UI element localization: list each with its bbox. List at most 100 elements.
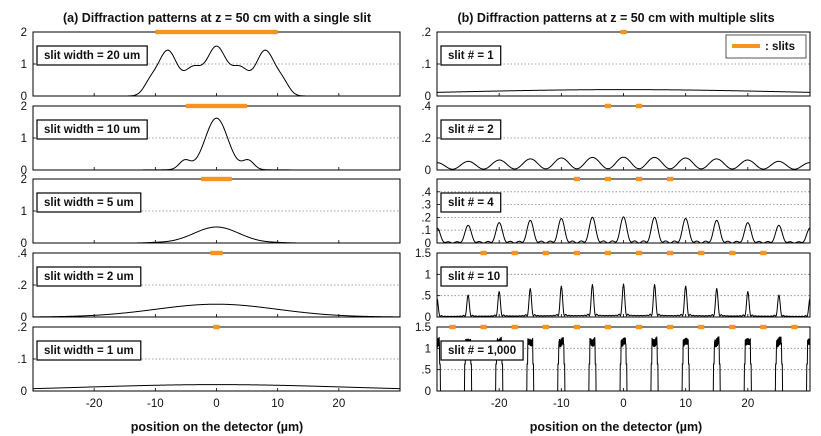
legend: : slits xyxy=(725,34,807,59)
p1-r4-slit-bar xyxy=(573,324,580,330)
p1-r4-xtick-label: -20 xyxy=(491,398,508,410)
p1-r4-series-line xyxy=(436,336,811,392)
p0-r4-series-line xyxy=(32,384,401,390)
p0-r2-label-box xyxy=(36,192,142,213)
p1-r1-ytick-label: 0 xyxy=(425,165,431,177)
p0-r4-ytick-label: .2 xyxy=(17,322,27,334)
p1-r0-label: slit # = 1 xyxy=(440,45,502,66)
p1-r1-label-text: slit # = 2 xyxy=(448,124,494,136)
p1-r3-ytick-label: .5 xyxy=(421,291,431,303)
p0-r1-label-text: slit width = 10 um xyxy=(44,124,140,136)
p0-r4-xtick-label: 20 xyxy=(332,398,345,410)
panel-b-xlabel: position on the detector (µm) xyxy=(530,420,702,434)
p1-r3-slit-bar xyxy=(635,250,643,256)
p0-r3-ytick-label: .2 xyxy=(17,280,27,292)
p1-r3-slit-bar xyxy=(667,250,674,256)
p0-r3-label-box xyxy=(36,266,142,287)
legend-box xyxy=(725,34,807,59)
p1-r1-series-line xyxy=(437,156,810,170)
p1-r3-ytick-label: 1 xyxy=(425,269,431,281)
p0-r0-label: slit width = 20 um xyxy=(36,45,148,66)
p1-r4-slit-bar xyxy=(635,324,643,330)
p1-r3-label: slit # = 10 xyxy=(440,266,508,287)
p1-r4-slit-bar xyxy=(511,324,518,330)
p0-r1-ytick-label: 2 xyxy=(21,101,27,113)
p0-r3-ytick-label: 0 xyxy=(21,312,27,324)
p0-r3-label: slit width = 2 um xyxy=(36,266,142,287)
p1-r3-slit-bar xyxy=(760,250,767,256)
p0-r0-ytick-label: 2 xyxy=(21,27,27,39)
p1-r3-slit-bar xyxy=(511,250,518,256)
p0-r4-xtick-label: -10 xyxy=(147,398,164,410)
p1-r4-slit-bar xyxy=(698,324,705,330)
p0-r1-series-line xyxy=(33,117,400,171)
p1-r3-label-box xyxy=(440,266,508,287)
p1-r0-ytick-label: .2 xyxy=(421,27,431,39)
p0-r2-ytick-label: 2 xyxy=(21,174,27,186)
p1-r0-label-box xyxy=(440,45,502,66)
p1-r2-ytick-label: .3 xyxy=(421,200,431,212)
p1-r0-label-text: slit # = 1 xyxy=(448,50,494,62)
p1-r2-ytick-label: 0 xyxy=(425,238,431,250)
p0-r4-label-box xyxy=(36,340,142,361)
p1-r4-xtick-label: -10 xyxy=(553,398,570,410)
p1-r2-label-text: slit # = 4 xyxy=(448,197,494,209)
p1-r1-label: slit # = 2 xyxy=(440,119,502,140)
p1-r2-slit-bar xyxy=(667,176,674,182)
p1-r4-xtick-label: 20 xyxy=(741,398,754,410)
p1-r4-xtick-label: 10 xyxy=(679,398,692,410)
p1-r4-slit-bar xyxy=(760,324,767,330)
p1-r4-slit-bar xyxy=(667,324,674,330)
p0-r2-label-text: slit width = 5 um xyxy=(44,197,134,209)
p0-r4-label-text: slit width = 1 um xyxy=(44,345,134,357)
panel-a-xlabel: position on the detector (µm) xyxy=(131,420,303,434)
p0-r0-ytick-label: 0 xyxy=(21,91,27,103)
p0-r1-label-box xyxy=(36,119,148,140)
legend-label: : slits xyxy=(765,41,795,53)
plots: 0 1 2 slit width = 20 um 0 1 2 slit width = 10 … xyxy=(17,27,811,410)
p0-r3-label-text: slit width = 2 um xyxy=(44,271,134,283)
p1-r2-label: slit # = 4 xyxy=(440,192,502,213)
p1-r4-label: slit # = 1,000 xyxy=(440,340,524,361)
p1-r4-ytick-label: 1 xyxy=(425,343,431,355)
p0-r4-ytick-label: .1 xyxy=(17,354,27,366)
p1-r3-slit-bar xyxy=(573,250,580,256)
p1-r3-slit-bar xyxy=(698,250,705,256)
p1-r3-ytick-label: 0 xyxy=(425,312,431,324)
p0-r1-slit-bar xyxy=(185,103,248,109)
p0-r0-slit-bar xyxy=(155,29,278,35)
p1-r3-label-text: slit # = 10 xyxy=(448,271,500,283)
p0-r3-slit-bar xyxy=(210,250,223,256)
p1-r4-label-text: slit # = 1,000 xyxy=(448,345,516,357)
p1-r3-slit-bar xyxy=(604,250,612,256)
p1-r4-slit-bar xyxy=(604,324,612,330)
p1-r2-ytick-label: .1 xyxy=(421,225,431,237)
p1-r3-series-line xyxy=(436,283,811,318)
p1-r1-ytick-label: .4 xyxy=(421,101,431,113)
panel-b-title: (b) Diffraction patterns at z = 50 cm wi… xyxy=(457,11,774,25)
p0-r1-ytick-label: 0 xyxy=(21,165,27,177)
p1-r1-ytick-label: .2 xyxy=(421,133,431,145)
p0-r1-ytick-label: 1 xyxy=(21,133,27,145)
p1-r1-slit-bar xyxy=(604,103,612,109)
p1-r4-slit-bar xyxy=(480,324,487,330)
p1-r2-ytick-label: .2 xyxy=(421,212,431,224)
p0-r4-xtick-label: 0 xyxy=(213,398,219,410)
p1-r2-slit-bar xyxy=(573,176,580,182)
p0-r2-ytick-label: 1 xyxy=(21,206,27,218)
p1-r3-slit-bar xyxy=(542,250,549,256)
p0-r4-xtick-label: -20 xyxy=(86,398,103,410)
p1-r4-xtick-label: 0 xyxy=(620,398,626,410)
p1-r0-ytick-label: .1 xyxy=(421,59,431,71)
p1-r4-ytick-label: 1.5 xyxy=(415,322,431,334)
p0-r4-xtick-label: 10 xyxy=(271,398,284,410)
p0-r0-label-box xyxy=(36,45,148,66)
p1-r4-ytick-label: 0 xyxy=(425,386,431,398)
p0-r1-label: slit width = 10 um xyxy=(36,119,148,140)
p1-r4-label-box xyxy=(440,340,524,361)
p0-r4-ytick-label: 0 xyxy=(21,386,27,398)
p0-r0-ytick-label: 1 xyxy=(21,59,27,71)
p0-r0-series-line xyxy=(33,45,400,97)
p1-r2-slit-bar xyxy=(604,176,612,182)
